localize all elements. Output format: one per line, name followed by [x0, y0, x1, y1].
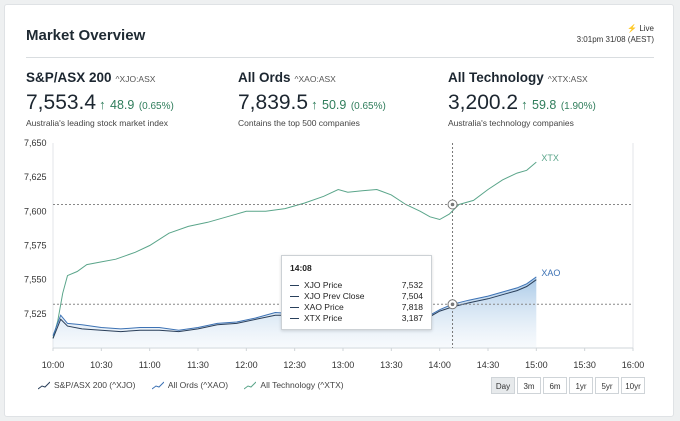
y-tick-label: 7,600 — [24, 206, 47, 216]
y-tick-label: 7,525 — [24, 309, 47, 319]
x-tick-label: 16:00 — [622, 360, 645, 370]
x-tick-label: 13:00 — [332, 360, 355, 370]
index-value: 3,200.2 — [448, 91, 519, 114]
tooltip-label: XTX Price — [304, 313, 343, 323]
tooltip-row: XJO Price 7,532 — [290, 280, 423, 290]
x-tick-label: 13:30 — [380, 360, 403, 370]
x-tick-label: 15:30 — [573, 360, 596, 370]
index-change: 48.9 — [110, 98, 135, 112]
up-arrow-icon: ↑ — [521, 97, 528, 112]
index-description: Australia's technology companies — [448, 118, 574, 128]
legend-item-xao[interactable]: All Ords (^XAO) — [151, 380, 229, 390]
timestamp: 3:01pm 31/08 (AEST) — [576, 35, 654, 44]
legend-item-xjo[interactable]: S&P/ASX 200 (^XJO) — [38, 380, 135, 390]
x-tick-label: 10:00 — [42, 360, 65, 370]
index-change: 59.8 — [532, 98, 557, 112]
up-arrow-icon: ↑ — [99, 97, 106, 112]
range-5yr-button[interactable]: 5yr — [595, 377, 619, 394]
y-tick-label: 7,650 — [24, 138, 47, 148]
index-value: 7,839.5 — [238, 91, 309, 114]
tooltip-label: XJO Prev Close — [304, 291, 365, 301]
index-summary-xjo[interactable]: S&P/ASX 200 ^XJO:ASX 7,553.4 ↑ 48.9 (0.65%… — [26, 69, 174, 128]
range-6m-button[interactable]: 6m — [543, 377, 567, 394]
tooltip-value: 3,187 — [401, 313, 423, 323]
range-3m-button[interactable]: 3m — [517, 377, 541, 394]
legend-label: S&P/ASX 200 (^XJO) — [54, 380, 136, 390]
x-tick-label: 10:30 — [90, 360, 113, 370]
y-tick-label: 7,575 — [24, 241, 47, 251]
range-selector: Day 3m 6m 1yr 5yr 10yr — [489, 377, 645, 394]
series-end-label: XAO — [541, 268, 560, 278]
index-code: ^XTX:ASX — [547, 74, 588, 84]
chart-legend: S&P/ASX 200 (^XJO) All Ords (^XAO) All T… — [38, 380, 358, 392]
xao-area — [53, 276, 537, 348]
index-name: S&P/ASX 200 — [26, 70, 112, 85]
y-tick-label: 7,625 — [24, 172, 47, 182]
live-label: Live — [639, 24, 654, 33]
tooltip-value: 7,504 — [401, 291, 423, 301]
index-description: Contains the top 500 companies — [238, 118, 360, 128]
y-tick-label: 7,550 — [24, 275, 47, 285]
index-name: All Ords — [238, 70, 291, 85]
range-1yr-button[interactable]: 1yr — [569, 377, 593, 394]
legend-label: All Ords (^XAO) — [167, 380, 229, 390]
index-percent: (1.90%) — [560, 101, 596, 112]
series-end-label: XTX — [541, 153, 559, 163]
crosshair-marker-dot — [450, 302, 455, 307]
index-summary-xtx[interactable]: All Technology ^XTX:ASX 3,200.2 ↑ 59.8 (1.… — [448, 69, 596, 128]
index-code: ^XAO:ASX — [294, 74, 336, 84]
index-description: Australia's leading stock market index — [26, 118, 168, 128]
legend-swatch — [290, 284, 299, 286]
up-arrow-icon: ↑ — [311, 97, 318, 112]
legend-item-xtx[interactable]: All Technology (^XTX) — [244, 380, 344, 390]
trend-line-icon — [151, 381, 164, 389]
chart-tooltip: 14:08 XJO Price 7,532 XJO Prev Close 7,504… — [281, 255, 432, 330]
page-title: Market Overview — [26, 27, 146, 44]
trend-line-icon — [38, 381, 50, 389]
legend-swatch — [290, 317, 299, 319]
tooltip-row: XJO Prev Close 7,504 — [290, 291, 423, 301]
tooltip-row: XAO Price 7,818 — [290, 302, 423, 312]
x-tick-label: 11:00 — [139, 360, 161, 370]
index-code: ^XJO:ASX — [115, 74, 156, 84]
index-change: 50.9 — [322, 98, 347, 112]
range-day-button[interactable]: Day — [491, 377, 515, 394]
x-tick-label: 12:30 — [283, 360, 306, 370]
range-10yr-button[interactable]: 10yr — [621, 377, 645, 394]
header-divider — [26, 57, 654, 58]
index-percent: (0.65%) — [350, 101, 386, 112]
index-summary-xao[interactable]: All Ords ^XAO:ASX 7,839.5 ↑ 50.9 (0.65%) C… — [238, 69, 386, 128]
x-tick-label: 11:30 — [187, 360, 209, 370]
trend-line-icon — [244, 381, 257, 389]
x-tick-label: 15:00 — [525, 360, 548, 370]
tooltip-label: XAO Price — [304, 302, 344, 312]
legend-swatch — [290, 306, 299, 308]
x-tick-label: 14:30 — [477, 360, 500, 370]
tooltip-value: 7,532 — [401, 280, 423, 290]
tooltip-label: XJO Price — [304, 280, 343, 290]
legend-swatch — [290, 295, 299, 297]
tooltip-row: XTX Price 3,187 — [290, 313, 423, 323]
index-percent: (0.65%) — [138, 101, 174, 112]
x-tick-label: 12:00 — [235, 360, 258, 370]
crosshair-marker-dot — [450, 202, 455, 207]
legend-label: All Technology (^XTX) — [260, 380, 344, 390]
xtx-series-line — [52, 161, 537, 339]
index-name: All Technology — [448, 70, 544, 85]
tooltip-value: 7,818 — [401, 302, 423, 312]
index-value: 7,553.4 — [26, 91, 97, 114]
lightning-icon: ⚡ — [627, 24, 638, 33]
live-status: ⚡ Live 3:01pm 31/08 (AEST) — [577, 23, 654, 45]
x-tick-label: 14:00 — [428, 360, 451, 370]
tooltip-time: 14:08 — [290, 263, 312, 273]
